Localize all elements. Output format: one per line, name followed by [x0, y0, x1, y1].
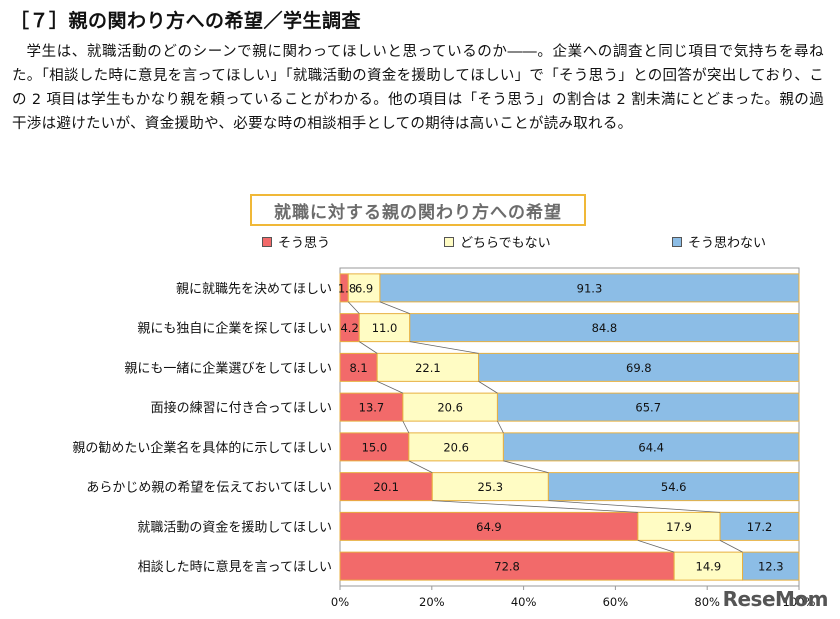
legend-item-disagree: そう思わない — [672, 232, 766, 251]
legend-swatch-neutral — [444, 236, 454, 247]
series-connector — [359, 341, 378, 354]
series-connector — [379, 301, 410, 314]
data-label: 54.6 — [661, 480, 687, 494]
bar-segment — [402, 392, 498, 422]
intro-paragraph: 学生は、就職活動のどのシーンで親に関わってほしいと思っているのか――。企業への調… — [12, 44, 824, 132]
legend-swatch-agree — [262, 236, 272, 247]
data-label: 12.3 — [758, 560, 784, 574]
data-label: 69.8 — [626, 361, 652, 375]
category-label: 相談した時に意見を言ってほしい — [138, 559, 332, 575]
data-label: 64.9 — [476, 520, 502, 534]
x-tick-label: 100% — [783, 595, 816, 609]
page-heading: ［７］親の関わり方への希望／学生調査 — [10, 10, 362, 32]
data-label: 8.1 — [349, 361, 367, 375]
legend-label-neutral: どちらでもない — [460, 236, 551, 251]
bar-segment — [637, 511, 721, 541]
bar-segment — [719, 511, 800, 541]
resemom-logo: ReseMom — [722, 587, 829, 611]
bar-segment — [478, 352, 800, 382]
series-connector — [637, 539, 675, 553]
series-connector — [402, 420, 410, 434]
data-label: 6.9 — [355, 281, 373, 295]
bar-segment — [339, 352, 378, 382]
series-connector — [719, 540, 743, 553]
bar-segment — [408, 432, 504, 462]
data-label: 17.9 — [666, 520, 692, 534]
series-connector — [408, 460, 433, 473]
bar-segment — [496, 392, 800, 422]
data-label: 14.9 — [696, 560, 722, 574]
legend-swatch-disagree — [672, 236, 682, 247]
bar-segment — [431, 472, 549, 502]
data-label: 15.0 — [362, 440, 388, 454]
category-label: 親にも独自に企業を探してほしい — [137, 321, 332, 337]
series-connector — [497, 420, 504, 434]
bar-segment — [347, 273, 381, 303]
data-label: 84.8 — [592, 321, 618, 335]
series-connector — [503, 460, 549, 474]
data-label: 72.8 — [494, 560, 520, 574]
bar-segment — [339, 392, 404, 422]
x-tick-label: 80% — [694, 595, 720, 609]
series-connector — [548, 500, 721, 513]
series-connector — [409, 341, 479, 354]
data-label: 22.1 — [415, 361, 441, 375]
data-label: 20.6 — [437, 401, 463, 415]
chart-title: 就職に対する親の関わり方への希望 — [250, 194, 586, 226]
bar-segment — [742, 551, 800, 581]
x-tick-label: 0% — [331, 595, 349, 609]
bar-segment — [376, 352, 480, 382]
data-label: 91.3 — [577, 281, 603, 295]
series-connector — [377, 381, 404, 394]
data-label: 11.0 — [372, 321, 398, 335]
data-label: 25.3 — [478, 480, 504, 494]
data-label: 65.7 — [635, 401, 661, 415]
series-connector — [478, 381, 498, 394]
category-label: 親にも一緒に企業選びをしてほしい — [124, 360, 332, 376]
series-connector — [432, 500, 638, 513]
category-label: 就職活動の資金を援助してほしい — [137, 519, 332, 535]
data-label: 64.4 — [638, 440, 664, 454]
legend-item-neutral: どちらでもない — [444, 232, 551, 251]
bar-segment — [339, 511, 639, 541]
category-label: あらかじめ親の希望を伝えておいてほしい — [86, 480, 332, 496]
data-label: 4.2 — [340, 321, 358, 335]
category-label: 親に就職先を決めてほしい — [176, 282, 332, 297]
x-tick-label: 60% — [603, 595, 629, 609]
bar-segment — [502, 432, 800, 462]
x-tick-label: 20% — [419, 595, 445, 609]
data-label: 20.6 — [443, 440, 469, 454]
category-label: 親の勧めたい企業名を具体的に示してほしい — [72, 440, 332, 456]
bar-segment — [339, 432, 410, 462]
data-label: 20.1 — [373, 480, 399, 494]
data-label: 13.7 — [359, 401, 385, 415]
x-tick-label: 40% — [511, 595, 537, 609]
bar-segment — [358, 313, 411, 343]
bar-segment — [547, 472, 800, 502]
bar-segment — [339, 472, 433, 502]
data-label: 17.2 — [747, 520, 773, 534]
legend-label-agree: そう思う — [278, 236, 331, 251]
category-label: 面接の練習に付き合ってほしい — [151, 400, 332, 416]
legend-item-agree: そう思う — [262, 232, 330, 251]
legend-label-disagree: そう思わない — [688, 236, 767, 251]
series-connector — [347, 301, 360, 314]
data-label: 1.8 — [338, 281, 356, 295]
bar-segment — [379, 273, 800, 303]
bar-segment — [409, 313, 800, 343]
